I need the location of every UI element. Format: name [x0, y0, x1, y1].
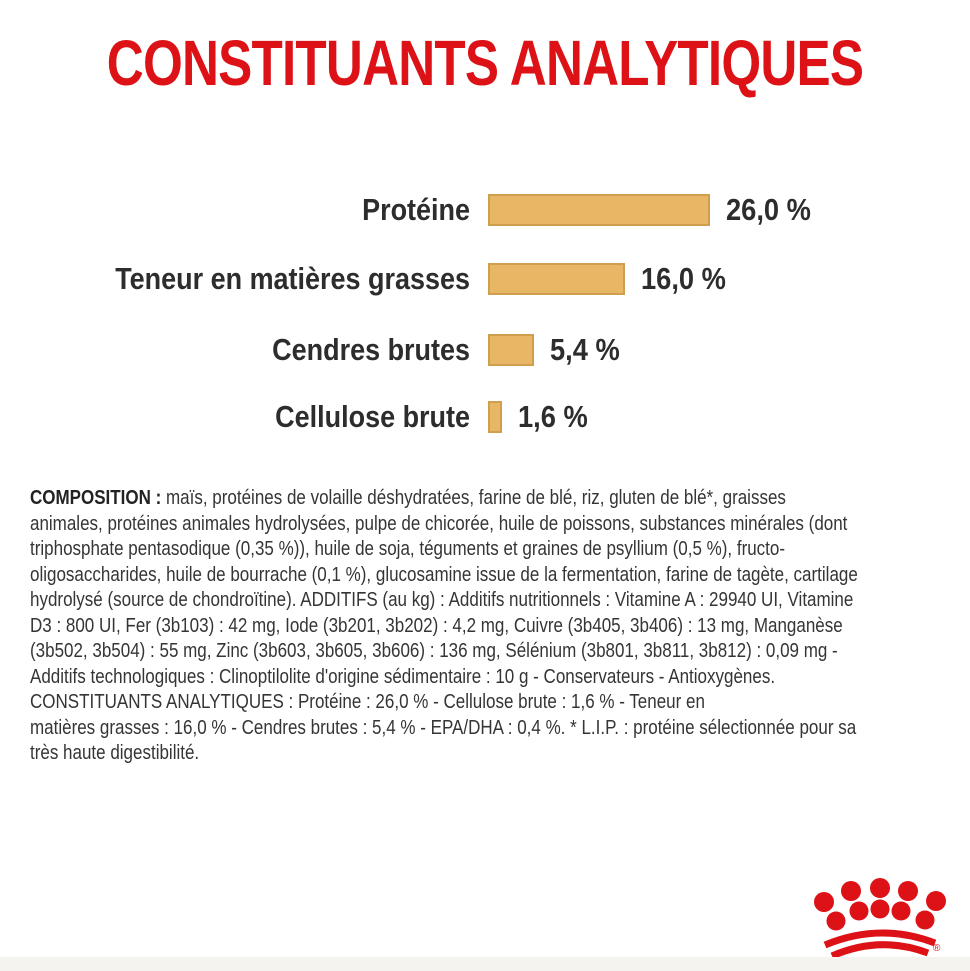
bar-fill	[488, 194, 710, 226]
bar-row-fat: Teneur en matières grasses 16,0 %	[0, 261, 970, 296]
composition-lead: COMPOSITION :	[30, 487, 162, 509]
crown-band-arc	[830, 941, 930, 960]
composition-text: COMPOSITION : maïs, protéines de volaill…	[30, 486, 935, 767]
composition-line: animales, protéines animales hydrolysées…	[30, 512, 848, 535]
registered-trademark-symbol: ®	[933, 943, 941, 954]
composition-line: hydrolysé (source de chondroïtine). ADDI…	[30, 589, 854, 611]
crown-dot	[826, 911, 846, 931]
crown-dot	[870, 878, 890, 898]
crown-dot	[841, 881, 861, 901]
composition-line: triphosphate pentasodique (0,35 %)), hui…	[30, 538, 786, 560]
bar-fill	[488, 401, 502, 433]
bar-value-label: 1,6 %	[518, 399, 588, 434]
crown-dot	[926, 891, 946, 911]
composition-line: matières grasses : 16,0 % - Cendres brut…	[30, 716, 857, 739]
bar-fill	[488, 263, 625, 295]
composition-line: très haute digestibilité.	[30, 742, 200, 764]
bar-fill	[488, 334, 534, 366]
bottom-edge-band	[0, 957, 970, 971]
crown-dot	[891, 901, 911, 921]
crown-dot	[870, 899, 890, 919]
bar-label: Protéine	[362, 192, 470, 227]
composition-line: Additifs technologiques : Clinoptilolite…	[30, 665, 776, 688]
bar-value-label: 26,0 %	[726, 192, 811, 227]
royal-canin-crown-logo: ®	[800, 848, 970, 968]
crown-dot	[814, 892, 834, 912]
bar-value-label: 16,0 %	[641, 261, 726, 296]
bar-label: Cendres brutes	[272, 332, 470, 367]
crown-dot	[915, 910, 935, 930]
crown-band-arc	[823, 929, 937, 949]
bar-label: Cellulose brute	[275, 399, 470, 434]
crown-paw-icon: ®	[814, 878, 946, 960]
composition-line: maïs, protéines de volaille déshydratées…	[166, 487, 786, 509]
bar-row-crude-fibre: Cellulose brute 1,6 %	[0, 399, 970, 434]
bar-label: Teneur en matières grasses	[115, 261, 471, 296]
bar-row-protein: Protéine 26,0 %	[0, 192, 970, 227]
crown-dot	[849, 901, 869, 921]
composition-line: (3b502, 3b504) : 55 mg, Zinc (3b603, 3b6…	[30, 640, 838, 662]
page-title: CONSTITUANTS ANALYTIQUES	[106, 27, 864, 99]
analytical-constituents-bar-chart: Protéine 26,0 % Teneur en matières grass…	[0, 192, 970, 443]
composition-line: oligosaccharides, huile de bourrache (0,…	[30, 563, 858, 586]
composition-line: D3 : 800 UI, Fer (3b103) : 42 mg, Iode (…	[30, 614, 843, 637]
bar-row-crude-ash: Cendres brutes 5,4 %	[0, 332, 970, 367]
bar-value-label: 5,4 %	[550, 332, 620, 367]
composition-line: CONSTITUANTS ANALYTIQUES : Protéine : 26…	[30, 691, 705, 713]
crown-dot	[898, 881, 918, 901]
